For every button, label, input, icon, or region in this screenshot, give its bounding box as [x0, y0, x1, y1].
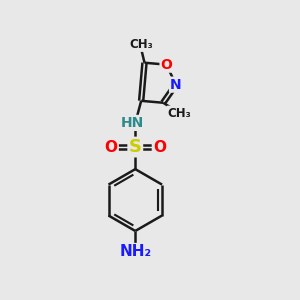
- Text: O: O: [105, 140, 118, 154]
- Text: HN: HN: [121, 116, 144, 130]
- Text: S: S: [129, 138, 142, 156]
- Text: CH₃: CH₃: [130, 38, 153, 51]
- Text: N: N: [170, 78, 182, 92]
- Text: NH₂: NH₂: [119, 244, 151, 259]
- Text: CH₃: CH₃: [167, 106, 191, 120]
- Text: O: O: [153, 140, 166, 154]
- Text: O: O: [160, 58, 172, 72]
